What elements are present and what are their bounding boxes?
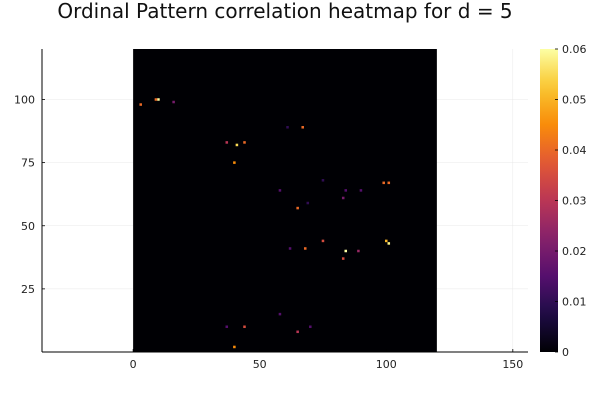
x-tick-label: 100 [376, 358, 397, 371]
heatmap-cell [321, 239, 325, 243]
heatmap-cell [359, 189, 363, 192]
heatmap-cell [233, 345, 236, 349]
heatmap-cell [382, 181, 385, 185]
colorbar-tick-label: 0.06 [562, 43, 587, 56]
heatmap-cell [384, 239, 388, 243]
colorbar-tick-label: 0.02 [562, 245, 587, 258]
heatmap-cell [344, 249, 348, 253]
heatmap-cell [296, 330, 299, 334]
heatmap-cell [225, 325, 229, 329]
x-tick-label: 0 [130, 358, 137, 371]
heatmap-cell [341, 196, 345, 200]
heatmap-matrix-background [133, 49, 437, 352]
heatmap-cell [154, 98, 158, 101]
heatmap-cell [286, 126, 289, 129]
heatmap-cells [139, 98, 391, 349]
heatmap-cell [278, 312, 282, 316]
heatmap-cell [387, 242, 391, 245]
heatmap-cell [243, 141, 246, 144]
heatmap-cell [309, 325, 312, 329]
colorbar-tick-label: 0.04 [562, 144, 587, 157]
chart-title: Ordinal Pattern correlation heatmap for … [57, 0, 512, 23]
heatmap-cell [278, 189, 282, 192]
y-tick-label: 50 [21, 220, 35, 233]
colorbar-tick-label: 0 [562, 346, 569, 359]
heatmap-cell [303, 247, 307, 250]
colorbar-tick-label: 0.03 [562, 195, 587, 208]
y-tick-label: 100 [14, 94, 35, 107]
x-tick-label: 150 [502, 358, 523, 371]
heatmap-cell [357, 249, 360, 253]
heatmap-cell [296, 206, 299, 210]
heatmap-cell [387, 181, 391, 185]
heatmap-cell [301, 126, 304, 129]
colorbar-tick-label: 0.01 [562, 296, 587, 309]
y-tick-label: 25 [21, 283, 35, 296]
heatmap-cell [341, 257, 345, 260]
heatmap-cell [344, 189, 348, 192]
heatmap-cell [235, 143, 239, 147]
heatmap-cell [288, 247, 292, 250]
heatmap-cell [139, 103, 142, 106]
colorbar-tick-label: 0.05 [562, 94, 587, 107]
x-tick-label: 50 [253, 358, 267, 371]
x-axis-ticks: 0 50 100 150 [130, 349, 523, 371]
heatmap-cell [233, 161, 236, 164]
heatmap-cell [243, 325, 246, 329]
y-tick-label: 75 [21, 157, 35, 170]
heatmap-cell [225, 141, 229, 144]
colorbar-ticks: 0 0.01 0.02 0.03 0.04 0.05 0.06 [555, 43, 587, 359]
heatmap-cell [306, 201, 310, 205]
heatmap-cell [321, 179, 325, 182]
heatmap-cell [172, 100, 175, 104]
heatmap-cell [157, 98, 160, 101]
y-axis-ticks: 25 50 75 100 [14, 94, 45, 296]
colorbar [540, 49, 558, 352]
